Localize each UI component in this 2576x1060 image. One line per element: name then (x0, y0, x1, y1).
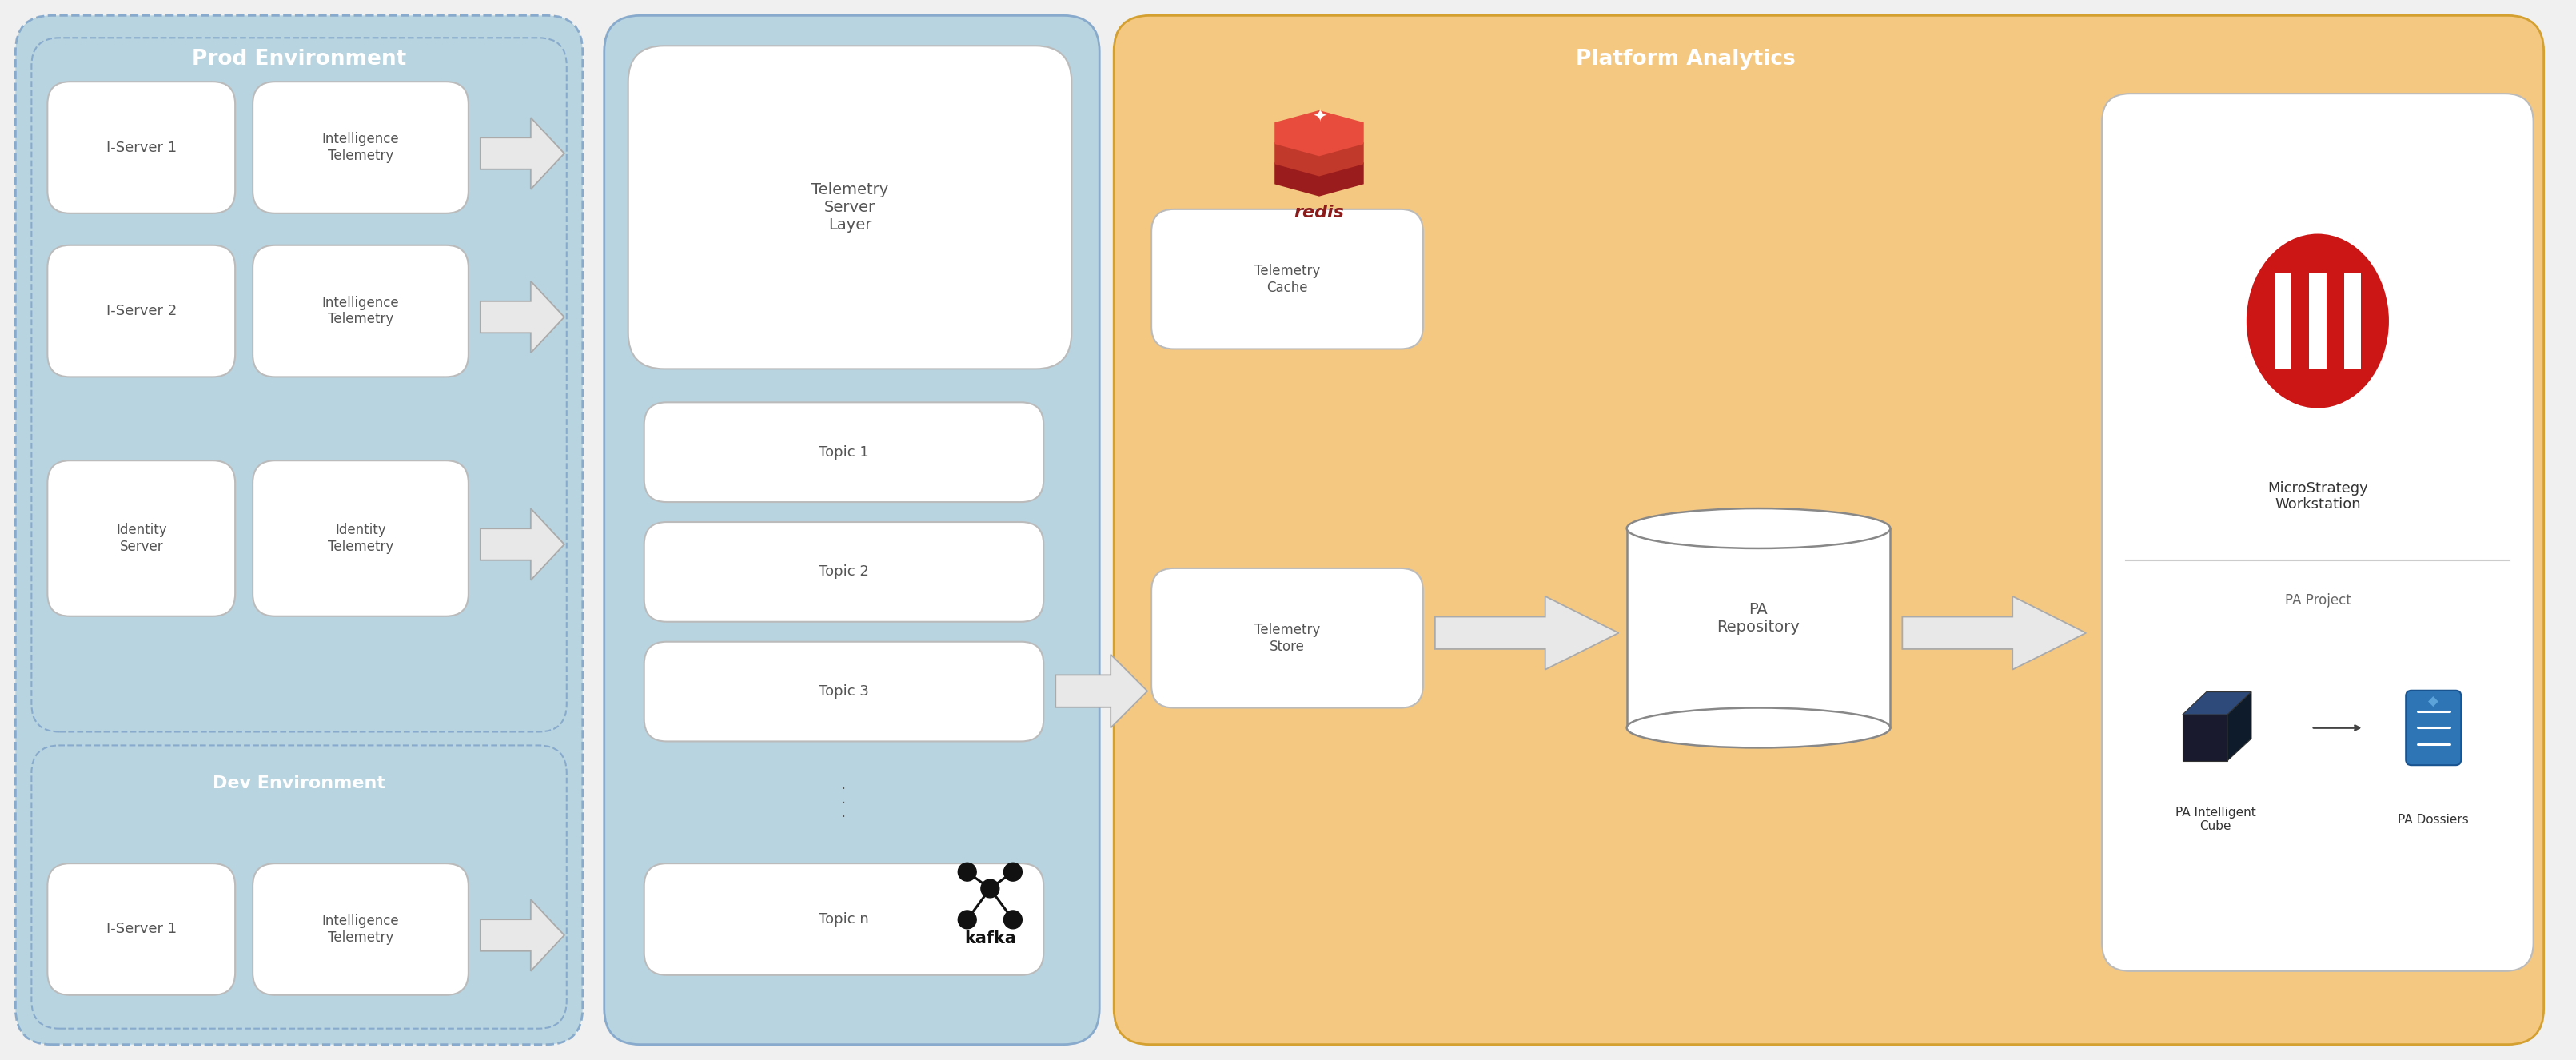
Bar (1625, 528, 1891, 728)
Text: MicroStrategy
Workstation: MicroStrategy Workstation (2267, 481, 2367, 512)
Text: Intelligence
Telemetry: Intelligence Telemetry (322, 914, 399, 944)
Text: Topic n: Topic n (819, 912, 868, 926)
Text: ✦: ✦ (1311, 109, 1327, 125)
Text: PA Dossiers: PA Dossiers (2398, 814, 2468, 826)
Text: I-Server 2: I-Server 2 (106, 304, 178, 318)
Text: Dev Environment: Dev Environment (214, 776, 386, 792)
Polygon shape (479, 899, 564, 971)
Text: Intelligence
Telemetry: Intelligence Telemetry (322, 296, 399, 326)
FancyBboxPatch shape (644, 641, 1043, 741)
Polygon shape (2182, 714, 2228, 761)
Polygon shape (1435, 596, 1618, 670)
Circle shape (1005, 863, 1023, 881)
Text: I-Server 1: I-Server 1 (106, 922, 178, 936)
Ellipse shape (2246, 234, 2388, 408)
Text: redis: redis (1293, 205, 1345, 220)
Text: ·
·
·: · · · (842, 782, 848, 825)
Circle shape (958, 911, 976, 929)
Text: ◆: ◆ (2429, 694, 2439, 709)
FancyBboxPatch shape (605, 16, 1100, 1044)
Text: Telemetry
Server
Layer: Telemetry Server Layer (811, 182, 889, 232)
FancyBboxPatch shape (252, 461, 469, 616)
Text: Topic 3: Topic 3 (819, 685, 868, 699)
Polygon shape (1056, 654, 1146, 728)
FancyBboxPatch shape (1151, 209, 1422, 349)
FancyBboxPatch shape (15, 16, 582, 1044)
FancyBboxPatch shape (1113, 16, 2543, 1044)
Text: Telemetry
Store: Telemetry Store (1255, 622, 1319, 654)
FancyBboxPatch shape (2406, 690, 2460, 765)
Text: Identity
Telemetry: Identity Telemetry (327, 523, 394, 554)
FancyBboxPatch shape (46, 864, 234, 995)
Circle shape (1005, 911, 1023, 929)
Circle shape (958, 863, 976, 881)
Bar (2308, 272, 2326, 369)
FancyBboxPatch shape (644, 864, 1043, 975)
Bar (2344, 272, 2362, 369)
FancyBboxPatch shape (644, 522, 1043, 622)
FancyBboxPatch shape (252, 245, 469, 377)
FancyBboxPatch shape (46, 461, 234, 616)
Text: Telemetry Server: Telemetry Server (750, 49, 953, 70)
Polygon shape (2228, 692, 2251, 761)
FancyBboxPatch shape (252, 82, 469, 213)
FancyBboxPatch shape (252, 864, 469, 995)
Polygon shape (1275, 110, 1363, 156)
Text: Identity
Server: Identity Server (116, 523, 167, 554)
Polygon shape (479, 118, 564, 190)
Polygon shape (479, 281, 564, 353)
FancyBboxPatch shape (629, 46, 1072, 369)
Text: Topic 2: Topic 2 (819, 565, 868, 579)
FancyBboxPatch shape (644, 403, 1043, 502)
Text: PA Intelligent
Cube: PA Intelligent Cube (2174, 807, 2257, 832)
FancyBboxPatch shape (46, 82, 234, 213)
Circle shape (981, 880, 999, 898)
Polygon shape (2182, 692, 2251, 714)
Polygon shape (1275, 130, 1363, 176)
FancyBboxPatch shape (46, 245, 234, 377)
Text: I-Server 1: I-Server 1 (106, 140, 178, 155)
Text: Topic 1: Topic 1 (819, 445, 868, 459)
Ellipse shape (1625, 509, 1891, 548)
FancyBboxPatch shape (1151, 568, 1422, 708)
Text: PA
Repository: PA Repository (1718, 602, 1801, 635)
FancyBboxPatch shape (31, 745, 567, 1028)
Text: Platform Analytics: Platform Analytics (1577, 49, 1795, 70)
Text: kafka: kafka (963, 931, 1015, 947)
Text: PA Project: PA Project (2285, 593, 2352, 607)
FancyBboxPatch shape (2102, 93, 2532, 971)
Text: Telemetry
Cache: Telemetry Cache (1255, 264, 1319, 295)
Polygon shape (479, 509, 564, 580)
Polygon shape (1901, 596, 2087, 670)
FancyBboxPatch shape (31, 38, 567, 731)
Text: Prod Environment: Prod Environment (191, 49, 407, 70)
Ellipse shape (1625, 708, 1891, 747)
Bar (2275, 272, 2290, 369)
Polygon shape (1275, 151, 1363, 196)
Text: Intelligence
Telemetry: Intelligence Telemetry (322, 132, 399, 163)
